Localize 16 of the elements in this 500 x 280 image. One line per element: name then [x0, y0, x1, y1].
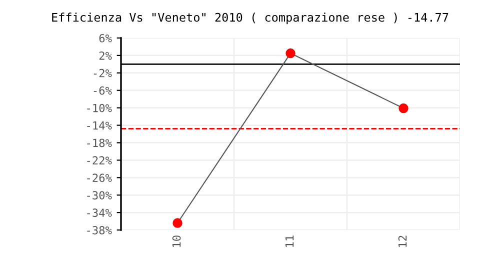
x-tick-label: 11: [285, 236, 294, 247]
chart-title: Efficienza Vs "Veneto" 2010 ( comparazione rese ) -14.77: [52, 12, 448, 24]
y-tick-label: -22%: [87, 156, 112, 164]
y-tick-label: -34%: [87, 208, 112, 217]
x-tick-label: 10: [172, 236, 181, 247]
y-tick-label: -26%: [87, 174, 112, 182]
y-tick-label: -6%: [94, 86, 112, 95]
y-tick-label: -2%: [94, 68, 112, 78]
y-tick-label: 6%: [99, 34, 112, 42]
y-tick-label: 2%: [99, 51, 112, 60]
y-tick-label: -18%: [87, 138, 112, 148]
y-tick-label: -30%: [87, 191, 112, 200]
y-tick-label: -14%: [87, 121, 112, 130]
y-tick-label: -10%: [87, 104, 112, 112]
y-tick-label: -38%: [87, 226, 112, 234]
x-tick-label: 12: [398, 236, 407, 247]
